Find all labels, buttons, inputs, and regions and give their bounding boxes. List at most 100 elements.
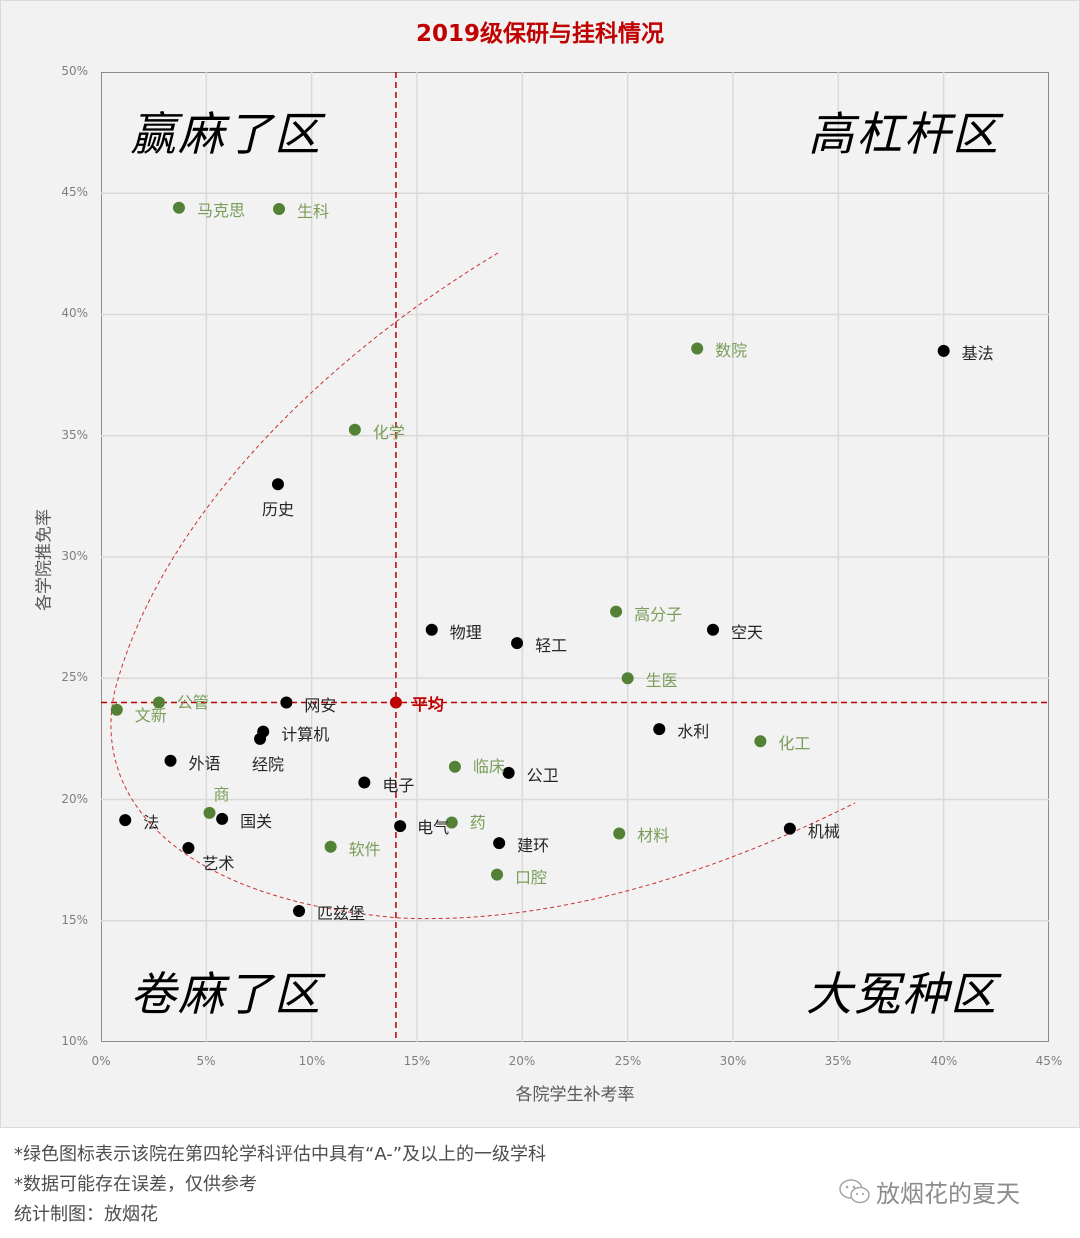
point-label: 软件 — [348, 839, 381, 859]
point-label: 药 — [469, 812, 486, 832]
x-tick: 30% — [719, 1054, 747, 1068]
x-tick: 10% — [298, 1054, 326, 1068]
point-label: 公卫 — [526, 765, 559, 785]
zone-top-right: 高杠杆区 — [808, 107, 1000, 161]
data-point — [613, 827, 626, 840]
x-tick: 35% — [824, 1054, 852, 1068]
point-label: 法 — [143, 813, 160, 833]
watermark-text: 放烟花的夏天 — [876, 1180, 1020, 1208]
data-point — [152, 696, 165, 709]
data-point — [203, 806, 216, 819]
point-label: 文新 — [134, 705, 167, 725]
data-point — [358, 776, 371, 789]
data-point — [754, 735, 767, 748]
envelope-curve — [110, 252, 856, 920]
footnote-green-legend: *绿色图标表示该院在第四轮学科评估中具有“A-”及以上的一级学科 — [14, 1144, 547, 1165]
point-label: 建环 — [517, 836, 550, 856]
point-label: 空天 — [730, 622, 763, 642]
point-label: 高分子 — [634, 604, 683, 624]
data-point — [348, 423, 361, 436]
y-tick: 35% — [61, 428, 88, 442]
point-label: 公管 — [176, 692, 209, 712]
data-point — [182, 842, 195, 854]
data-point — [280, 696, 293, 709]
data-point — [610, 605, 623, 618]
point-label: 水利 — [677, 722, 710, 742]
data-point — [273, 203, 286, 216]
data-point — [425, 623, 438, 636]
y-tick: 25% — [61, 670, 88, 684]
y-tick: 45% — [61, 185, 88, 199]
y-tick: 20% — [61, 792, 88, 806]
data-point — [172, 201, 185, 214]
footnote-disclaimer: *数据可能存在误差，仅供参考 — [14, 1174, 257, 1195]
point-label: 国关 — [240, 811, 273, 831]
point-label: 基法 — [961, 343, 994, 363]
point-label: 计算机 — [281, 724, 330, 744]
point-label: 商 — [213, 784, 230, 804]
point-label: 电子 — [382, 775, 415, 795]
point-label: 网安 — [304, 695, 337, 715]
data-point — [502, 766, 515, 779]
wechat-icon — [839, 1178, 870, 1203]
data-point — [445, 816, 458, 829]
point-label: 历史 — [261, 500, 294, 520]
point-label: 电气 — [417, 818, 450, 838]
data-point — [491, 868, 504, 881]
point-label: 临床 — [472, 756, 505, 776]
point-label: 轻工 — [535, 636, 568, 656]
chart-title: 2019级保研与挂科情况 — [415, 21, 664, 47]
average-label: 平均 — [411, 694, 444, 714]
y-tick: 15% — [61, 913, 88, 927]
x-tick: 40% — [930, 1054, 958, 1068]
point-label: 外语 — [188, 753, 221, 773]
x-tick: 15% — [403, 1054, 431, 1068]
data-point — [216, 812, 229, 825]
data-point — [254, 732, 267, 745]
chart-panel — [0, 0, 1080, 1128]
data-point — [493, 837, 506, 850]
data-point — [653, 723, 666, 736]
y-tick: 30% — [61, 549, 88, 563]
data-point — [164, 754, 177, 767]
data-point — [394, 820, 407, 833]
data-points — [110, 201, 950, 918]
data-point — [706, 623, 719, 636]
data-point — [691, 342, 704, 355]
data-point — [271, 478, 284, 491]
x-axis-label: 各院学生补考率 — [515, 1085, 635, 1105]
data-point — [119, 814, 132, 827]
zone-top-left: 赢麻了区 — [130, 107, 322, 161]
point-label: 生医 — [645, 671, 678, 691]
point-label: 匹兹堡 — [317, 904, 366, 924]
data-point — [511, 637, 524, 650]
zone-bottom-left: 卷麻了区 — [130, 967, 322, 1021]
data-point — [937, 344, 950, 357]
data-point — [448, 760, 461, 773]
x-tick: 0% — [91, 1054, 111, 1068]
point-label: 经院 — [252, 754, 285, 774]
data-point — [293, 905, 306, 918]
x-tick: 5% — [196, 1054, 216, 1068]
data-point — [783, 822, 796, 835]
data-point — [324, 840, 337, 853]
x-tick: 45% — [1035, 1054, 1063, 1068]
y-tick: 50% — [61, 64, 88, 78]
point-label: 数院 — [715, 341, 748, 361]
footnote-credit: 统计制图：放烟花 — [14, 1204, 158, 1225]
x-tick: 20% — [508, 1054, 536, 1068]
point-label: 艺术 — [202, 854, 235, 873]
data-point — [110, 703, 123, 716]
zone-bottom-right: 大冤种区 — [806, 967, 998, 1021]
y-tick: 40% — [61, 306, 88, 320]
data-point — [621, 672, 634, 685]
x-tick: 25% — [614, 1054, 642, 1068]
watermark: 放烟花的夏天 — [838, 1174, 1020, 1209]
point-label: 口腔 — [515, 867, 548, 887]
point-label: 物理 — [449, 622, 482, 642]
point-label: 化工 — [778, 734, 811, 754]
average-point — [389, 696, 402, 709]
gridlines — [101, 72, 1049, 1042]
point-label: 马克思 — [196, 200, 245, 220]
